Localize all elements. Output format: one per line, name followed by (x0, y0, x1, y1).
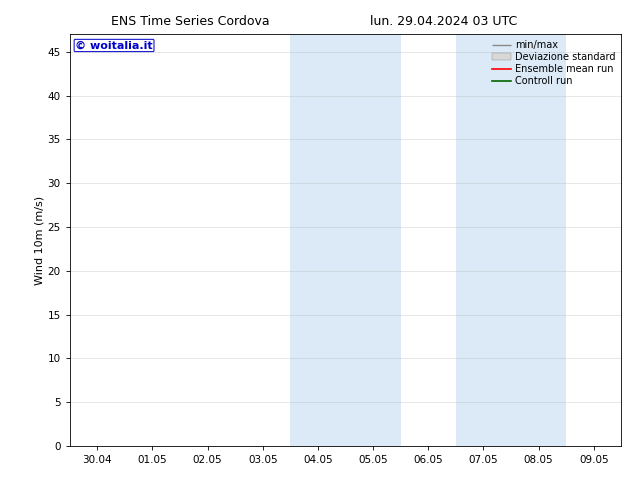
Legend: min/max, Deviazione standard, Ensemble mean run, Controll run: min/max, Deviazione standard, Ensemble m… (491, 39, 616, 87)
Text: © woitalia.it: © woitalia.it (75, 41, 153, 50)
Text: ENS Time Series Cordova: ENS Time Series Cordova (111, 15, 269, 28)
Bar (456, 34, 566, 446)
Text: lun. 29.04.2024 03 UTC: lun. 29.04.2024 03 UTC (370, 15, 517, 28)
Bar (290, 34, 401, 446)
Y-axis label: Wind 10m (m/s): Wind 10m (m/s) (35, 196, 44, 285)
